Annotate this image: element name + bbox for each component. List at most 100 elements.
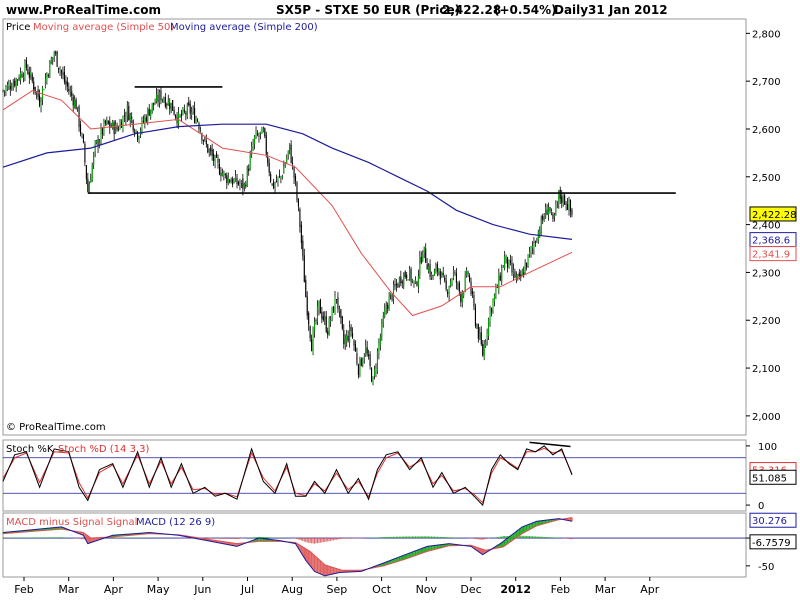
candle-body (258, 135, 260, 137)
candle-body (537, 231, 539, 241)
candle-body (283, 167, 285, 174)
candle-body (287, 150, 289, 156)
candle-body (106, 120, 108, 122)
candle-body (461, 293, 463, 303)
candle-body (243, 183, 245, 187)
candle-body (398, 277, 400, 286)
candle-body (128, 105, 130, 121)
candle-body (281, 175, 283, 178)
candle-body (31, 74, 33, 81)
price-badge-bg (749, 206, 797, 222)
candle-body (385, 306, 387, 309)
candle-body (567, 204, 569, 210)
candle-body (142, 120, 144, 123)
candle-body (450, 281, 452, 287)
candle-body (328, 318, 330, 336)
candle-body (254, 135, 256, 145)
macd-value-label: 30.276 (752, 516, 787, 527)
candle-body (195, 118, 197, 124)
candle-body (141, 119, 143, 130)
candle-body (246, 167, 248, 186)
candle-body (3, 90, 6, 92)
candle-body (542, 216, 544, 221)
candle-body (87, 178, 89, 192)
price-badge: 2,368.6 (752, 236, 790, 247)
candle-body (485, 341, 487, 347)
candle-body (81, 134, 83, 136)
candle-body (511, 262, 513, 273)
candle-body (479, 333, 481, 339)
candle-body (75, 99, 77, 110)
candle-body (252, 144, 254, 149)
candle-body (172, 99, 174, 111)
candle-body (96, 140, 98, 144)
candle-body (368, 354, 370, 356)
candle-body (381, 322, 383, 337)
candle-body (268, 162, 270, 173)
candle-body (52, 57, 54, 60)
candle-body (40, 101, 42, 108)
candle-body (451, 278, 453, 284)
candle-body (294, 175, 297, 182)
candle-body (300, 224, 302, 243)
candle-body (221, 173, 223, 176)
candle-body (410, 268, 412, 282)
candle-body (47, 74, 49, 76)
candle-body (43, 89, 45, 91)
legend-stoch-d: Stoch %D (14 3 3) (58, 444, 149, 455)
candle-body (245, 184, 247, 187)
price-change: (+0.54%) (494, 3, 557, 17)
candle-body (406, 274, 408, 279)
candle-body (97, 139, 99, 147)
candle-body (284, 163, 286, 167)
candle-body (357, 364, 359, 375)
candle-body (151, 103, 153, 111)
candle-body (372, 376, 374, 384)
candle-body (8, 83, 10, 87)
candle-body (493, 294, 495, 302)
candle-body (400, 276, 402, 284)
candle-body (72, 96, 74, 106)
candle-body (442, 273, 444, 276)
candle-body (68, 88, 70, 91)
candle-body (150, 109, 152, 117)
candle-body (312, 330, 314, 354)
candle-body (274, 183, 276, 187)
candle-body (384, 309, 386, 317)
candle-body (547, 207, 550, 215)
candle-body (433, 270, 436, 276)
candle-body (549, 207, 551, 211)
candle-body (135, 129, 137, 131)
candle-body (488, 318, 490, 337)
candle-body (330, 319, 332, 322)
candle-body (429, 263, 431, 277)
candle-body (137, 131, 139, 140)
candle-body (84, 143, 86, 163)
candle-body (365, 345, 367, 356)
macd-value-bg (749, 512, 797, 528)
candle-body (486, 333, 488, 339)
candle-body (161, 99, 163, 101)
candle-body (425, 248, 427, 263)
last-price: 2,422.28 (442, 3, 501, 17)
candle-body (77, 107, 79, 110)
x-axis-label: Mar (58, 583, 79, 596)
candle-body (322, 316, 324, 321)
candle-body (160, 90, 162, 101)
candle-body (163, 99, 165, 102)
candle-body (546, 209, 548, 215)
candle-body (512, 269, 514, 275)
candle-body (265, 135, 267, 155)
candle-body (344, 339, 346, 346)
candle-body (60, 70, 63, 73)
candle-body (27, 69, 29, 74)
candle-body (25, 60, 27, 68)
price-axis-label: 2,100 (752, 364, 781, 375)
candle-body (331, 307, 333, 319)
candle-body (280, 176, 282, 178)
candle-body (188, 101, 190, 106)
candle-body (125, 117, 127, 120)
x-axis-label: Jul (240, 583, 254, 596)
candle-body (466, 270, 468, 276)
